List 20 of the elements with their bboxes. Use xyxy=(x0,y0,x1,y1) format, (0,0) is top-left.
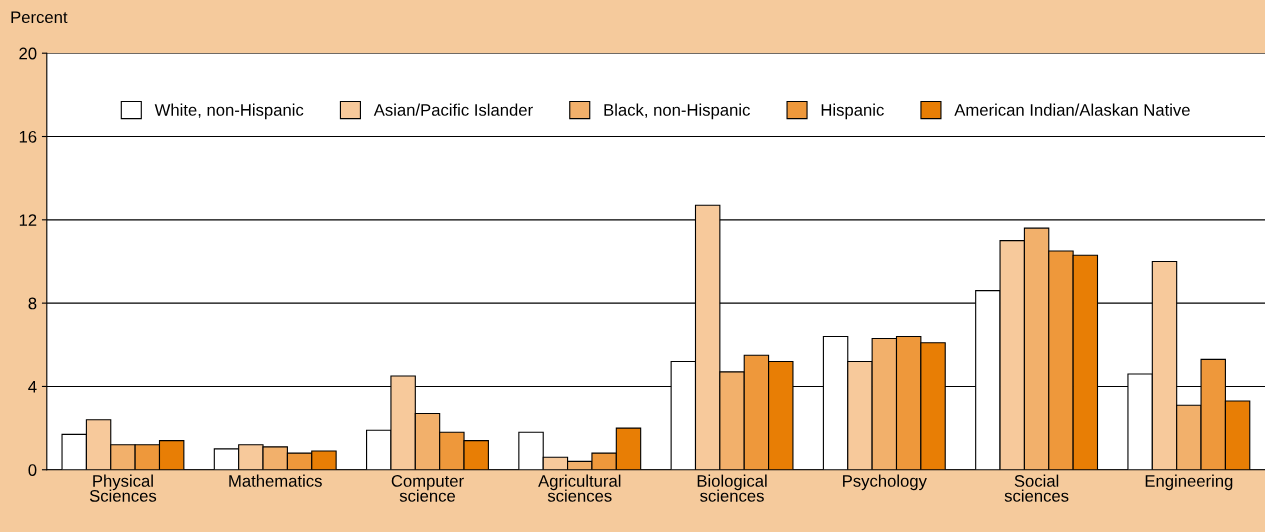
legend-label: American Indian/Alaskan Native xyxy=(954,103,1190,116)
x-tick-label: Physical Sciences xyxy=(89,474,157,502)
legend-label: Asian/Pacific Islander xyxy=(373,103,533,116)
y-tick-label: 20 xyxy=(19,47,37,60)
y-tick-label: 0 xyxy=(28,464,37,476)
x-tick-label: Engineering xyxy=(1145,474,1233,491)
x-tick-label: Agricultural sciences xyxy=(538,474,621,502)
x-tick-label: Mathematics xyxy=(229,474,322,487)
x-tick-label: Psychology xyxy=(843,474,927,491)
legend-label: White, non-Hispanic xyxy=(154,103,304,120)
y-tick-label: 12 xyxy=(19,214,37,226)
y-tick-label: 4 xyxy=(28,381,37,393)
x-tick-label: Biological sciences xyxy=(697,474,767,502)
y-tick-label: 8 xyxy=(28,297,37,310)
legend-label: Hispanic xyxy=(821,103,884,120)
y-axis-title: Percent xyxy=(11,11,68,24)
y-tick-label: 16 xyxy=(19,130,37,143)
legend-label: Black, non-Hispanic xyxy=(604,103,750,120)
x-tick-label: Social sciences xyxy=(1004,474,1069,502)
x-tick-label: Computer science xyxy=(391,475,464,502)
